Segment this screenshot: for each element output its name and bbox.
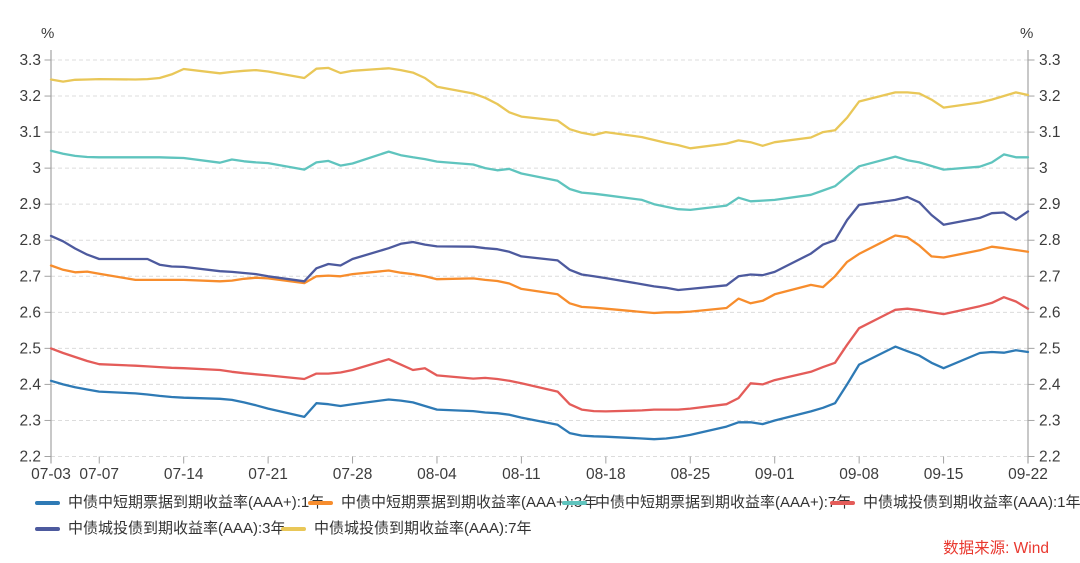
axis-ticks xyxy=(44,59,1035,464)
legend-item-1: 中债中短期票据到期收益率(AAA+):1年 xyxy=(35,494,324,512)
y-axis-label-left: 2.7 xyxy=(19,268,41,285)
data-source-note: 数据来源: Wind xyxy=(943,540,1049,557)
x-axis-label: 08-18 xyxy=(586,466,626,483)
y-axis-label-right: 3 xyxy=(1039,160,1048,177)
y-axis-label-right: 2.5 xyxy=(1039,340,1061,357)
y-axis-label-left: 3.1 xyxy=(19,124,41,141)
x-axis-label: 07-21 xyxy=(248,466,288,483)
legend-swatch-icon xyxy=(281,527,306,531)
y-axis-label-left: 2.2 xyxy=(19,449,41,466)
x-axis-label: 09-08 xyxy=(839,466,879,483)
y-axis-label-left: 3.3 xyxy=(19,52,41,69)
y-axis-label-right: 3.3 xyxy=(1039,52,1061,69)
x-axis-label: 07-28 xyxy=(333,466,373,483)
y-axis-label-left: 2.5 xyxy=(19,340,41,357)
y-axis-label-right: 2.8 xyxy=(1039,232,1061,249)
axes xyxy=(50,50,1029,464)
legend-item-3: 中债中短期票据到期收益率(AAA+):7年 xyxy=(562,494,851,512)
y-axis-label-left: 2.6 xyxy=(19,304,41,321)
y-axis-unit-left: % xyxy=(41,25,55,42)
x-axis-label: 07-14 xyxy=(164,466,204,483)
legend-label: 中债城投债到期收益率(AAA):7年 xyxy=(314,520,532,537)
x-axis-label: 07-03 xyxy=(31,466,71,483)
x-axis-label: 08-25 xyxy=(670,466,710,483)
y-axis-label-left: 2.9 xyxy=(19,196,41,213)
y-axis-label-right: 2.2 xyxy=(1039,449,1061,466)
x-axis-label: 09-22 xyxy=(1008,466,1048,483)
legend-swatch-icon xyxy=(562,501,587,505)
legend-swatch-icon xyxy=(35,501,60,505)
legend-label: 中债城投债到期收益率(AAA):1年 xyxy=(863,494,1080,511)
legend-label: 中债中短期票据到期收益率(AAA+):1年 xyxy=(68,494,325,511)
series-lines xyxy=(49,66,1030,441)
x-axis-label: 08-04 xyxy=(417,466,457,483)
y-axis-label-right: 2.6 xyxy=(1039,304,1061,321)
legend-item-2: 中债中短期票据到期收益率(AAA+):3年 xyxy=(308,494,597,512)
y-axis-label-right: 2.7 xyxy=(1039,268,1061,285)
y-axis-label-left: 3 xyxy=(32,160,41,177)
y-axis-label-right: 2.4 xyxy=(1039,376,1061,393)
legend-label: 中债中短期票据到期收益率(AAA+):7年 xyxy=(595,494,852,511)
series-line-1 xyxy=(49,345,1030,441)
y-axis-label-left: 3.2 xyxy=(19,88,41,105)
legend-item-5: 中债城投债到期收益率(AAA):3年 xyxy=(35,520,286,538)
legend-item-6: 中债城投债到期收益率(AAA):7年 xyxy=(281,520,532,538)
series-line-4 xyxy=(49,296,1030,413)
y-axis-unit-right: % xyxy=(1020,25,1034,42)
legend-item-4: 中债城投债到期收益率(AAA):1年 xyxy=(830,494,1080,512)
series-line-3 xyxy=(49,149,1030,212)
y-axis-label-left: 2.4 xyxy=(19,376,41,393)
series-line-6 xyxy=(49,66,1030,150)
legend-swatch-icon xyxy=(308,501,333,505)
x-axis-label: 08-11 xyxy=(502,466,541,483)
x-axis-label: 09-01 xyxy=(755,466,795,483)
legend-label: 中债城投债到期收益率(AAA):3年 xyxy=(68,520,286,537)
legend-swatch-icon xyxy=(830,501,855,505)
y-axis-label-right: 3.2 xyxy=(1039,88,1061,105)
x-axis-label: 09-15 xyxy=(924,466,964,483)
legend-label: 中债中短期票据到期收益率(AAA+):3年 xyxy=(341,494,598,511)
y-axis-label-right: 3.1 xyxy=(1039,124,1061,141)
series-line-2 xyxy=(49,234,1030,315)
y-axis-label-left: 2.8 xyxy=(19,232,41,249)
y-axis-label-left: 2.3 xyxy=(19,412,41,429)
y-axis-label-right: 2.9 xyxy=(1039,196,1061,213)
axis-tick-labels: 2.2 2.2 2.3 2.3 2.4 2.4 2.5 2.5 2.6 2.6 2.7 2.7 2.8 2… xyxy=(19,52,1060,483)
legend-swatch-icon xyxy=(35,527,60,531)
y-axis-label-right: 2.3 xyxy=(1039,412,1061,429)
series-line-5 xyxy=(49,195,1030,292)
x-axis-label: 07-07 xyxy=(79,466,119,483)
